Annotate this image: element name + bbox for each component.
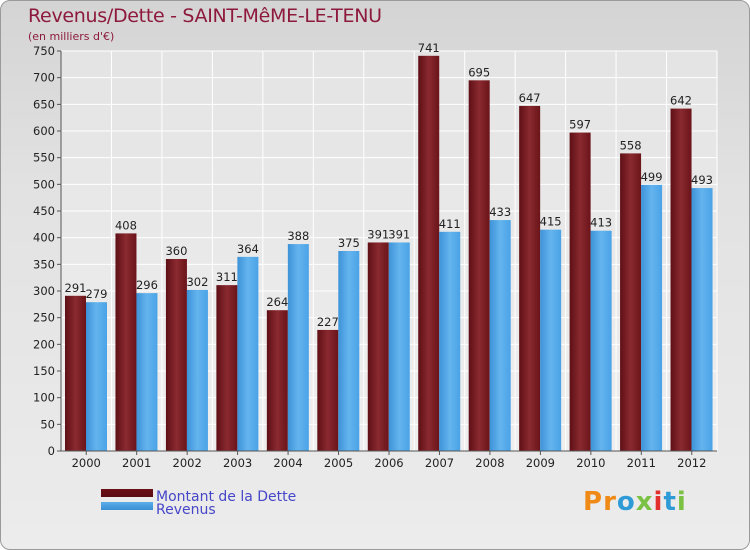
y-tick-label: 100 [33,391,55,405]
data-label: 493 [691,173,713,187]
bar-dette [65,295,86,451]
logo-letter: i [676,487,687,517]
y-tick-label: 650 [33,97,55,111]
proxiti-logo: Proxiti [583,487,687,517]
legend-label-revenus: Revenus [156,502,216,518]
bar-revenus [287,244,309,451]
bar-dette [367,242,389,451]
legend-swatch-revenus [101,502,153,510]
data-label: 411 [439,217,461,231]
x-tick-label: 2002 [173,456,202,470]
data-label: 695 [468,65,490,79]
data-label: 279 [86,287,108,301]
bar-dette [670,108,692,451]
data-label: 413 [590,216,612,230]
x-tick-label: 2007 [425,456,454,470]
bar-revenus [86,302,107,451]
bar-revenus [237,256,259,451]
bar-revenus [136,293,158,451]
y-tick-label: 0 [48,444,55,458]
data-label: 597 [569,118,591,132]
bar-dette [216,285,238,451]
data-label: 391 [367,227,389,241]
data-label: 264 [266,295,288,309]
y-tick-label: 350 [33,257,55,271]
legend-label-debt: Montant de la Dette [156,489,297,505]
logo-letter: P [583,487,604,517]
x-tick-label: 2000 [72,456,101,470]
y-tick-label: 600 [33,124,55,138]
bar-dette [468,80,490,451]
x-tick-label: 2006 [374,456,403,470]
x-tick-label: 2012 [677,456,706,470]
data-label: 227 [317,315,339,329]
legend-swatch-debt [101,489,153,497]
data-label: 291 [65,281,87,295]
bar-dette [620,153,642,451]
data-label: 415 [540,215,562,229]
bar-revenus [489,220,511,451]
data-label: 388 [287,229,309,243]
logo-letter: r [603,487,617,517]
bar-revenus [338,251,360,451]
x-tick-label: 2004 [273,456,302,470]
bar-revenus [388,242,410,451]
y-tick-label: 150 [33,364,55,378]
bar-dette [418,55,440,452]
x-tick-label: 2010 [576,456,605,470]
data-label: 391 [388,227,410,241]
bar-dette [569,132,591,451]
y-tick-label: 750 [33,44,55,58]
bar-dette [115,233,137,451]
x-tick-label: 2009 [526,456,555,470]
x-tick-label: 2003 [223,456,252,470]
y-tick-label: 550 [33,151,55,165]
bar-revenus [439,231,461,451]
logo-letter: o [616,487,636,517]
bar-dette [519,105,541,451]
bar-revenus [691,188,713,452]
bar-revenus [540,229,562,451]
logo-letter: t [663,487,677,517]
data-label: 302 [186,275,208,289]
x-tick-label: 2001 [122,456,151,470]
x-tick-label: 2005 [324,456,353,470]
x-tick-label: 2011 [627,456,656,470]
chart-title: Revenus/Dette - SAINT-MêME-LE-TENU [28,5,382,27]
bar-revenus [186,289,208,451]
data-label: 647 [519,91,541,105]
data-label: 360 [165,244,187,258]
y-tick-label: 400 [33,231,55,245]
data-label: 296 [136,278,158,292]
y-tick-label: 300 [33,284,55,298]
chart-subtitle: (en milliers d'€) [28,30,115,43]
bar-revenus [590,230,612,451]
data-label: 558 [620,138,642,152]
y-tick-label: 450 [33,204,55,218]
bar-revenus [641,184,663,451]
data-label: 311 [216,270,238,284]
x-tick-label: 2008 [475,456,504,470]
data-label: 375 [338,236,360,250]
logo-letter: i [653,487,664,517]
bar-dette [165,259,187,451]
y-tick-label: 200 [33,337,55,351]
logo-letter: x [635,487,654,517]
data-label: 499 [641,170,663,184]
data-label: 741 [418,41,440,55]
y-tick-label: 700 [33,71,55,85]
data-label: 364 [237,242,259,256]
bar-dette [266,310,288,451]
data-label: 433 [489,205,511,219]
bar-dette [317,329,339,451]
y-tick-label: 500 [33,177,55,191]
y-tick-label: 250 [33,311,55,325]
data-label: 642 [670,94,692,108]
data-label: 408 [115,218,137,232]
y-tick-label: 50 [40,417,55,431]
